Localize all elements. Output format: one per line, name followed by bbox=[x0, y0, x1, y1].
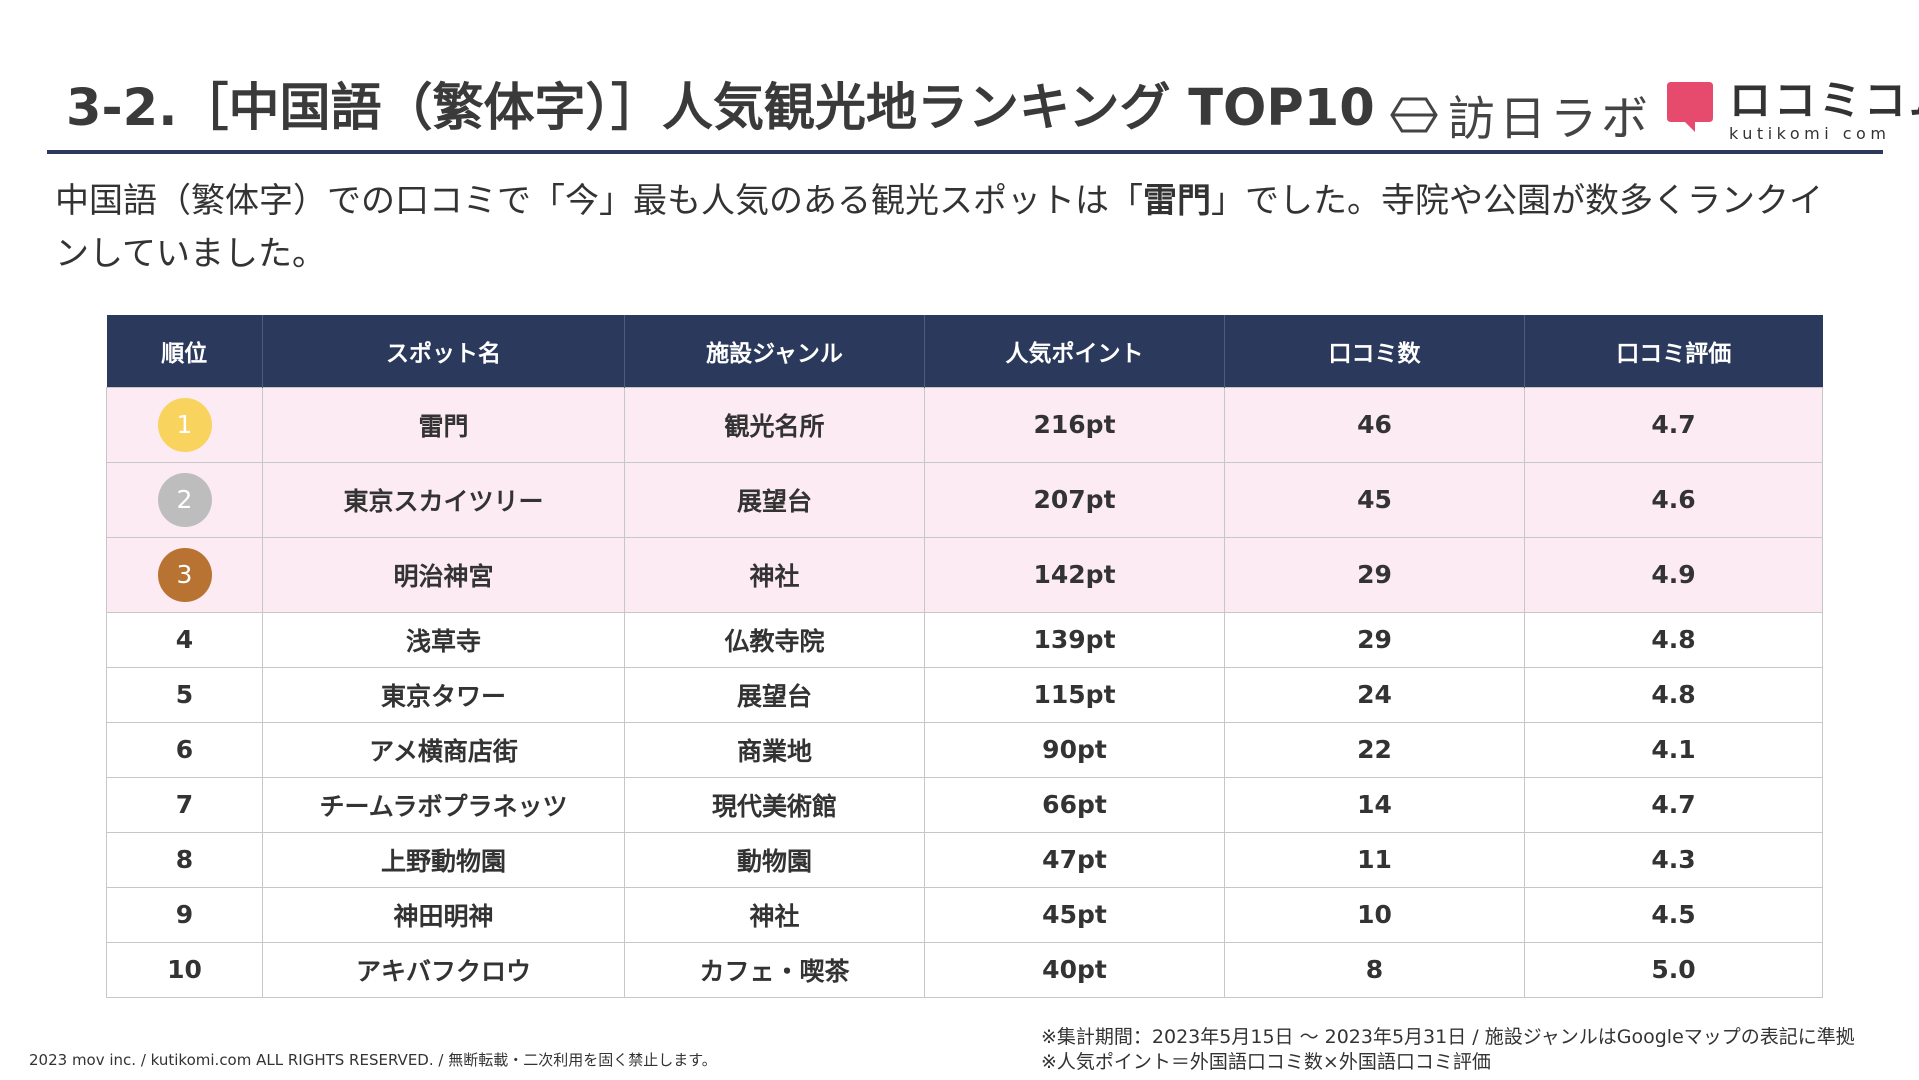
rank-cell: 2 bbox=[106, 461, 263, 538]
points-cell: 90pt bbox=[924, 721, 1225, 778]
lead-paragraph: 中国語（繁体字）での口コミで「今」最も人気のある観光スポットは「雷門」でした。寺… bbox=[55, 175, 1855, 281]
reviews-cell: 46 bbox=[1224, 386, 1525, 463]
column-header-rating: 口コミ評価 bbox=[1524, 315, 1823, 387]
genre-cell: 展望台 bbox=[624, 461, 925, 538]
page-title: 3-2.［中国語（繁体字）］人気観光地ランキング TOP10 bbox=[66, 79, 1375, 138]
reviews-cell: 22 bbox=[1224, 721, 1525, 778]
table-row: 10 アキバフクロウ カフェ・喫茶 40pt 8 5.0 bbox=[106, 941, 1823, 998]
ranking-table: 順位 スポット名 施設ジャンル 人気ポイント 口コミ数 口コミ評価 1 雷門 観… bbox=[106, 315, 1823, 998]
rank-cell: 4 bbox=[106, 611, 263, 668]
lead-text-1: 中国語（繁体字）での口コミで「今」最も人気のある観光スポットは「 bbox=[55, 181, 1143, 221]
kutikomi-logo-sub: kutikomi com bbox=[1729, 124, 1891, 143]
speech-bubble-icon bbox=[1667, 82, 1713, 132]
points-cell: 40pt bbox=[924, 941, 1225, 998]
table-row: 9 神田明神 神社 45pt 10 4.5 bbox=[106, 886, 1823, 943]
reviews-cell: 29 bbox=[1224, 536, 1525, 613]
bronze-medal-badge: 3 bbox=[157, 547, 212, 602]
points-cell: 45pt bbox=[924, 886, 1225, 943]
rank-cell: 1 bbox=[106, 386, 263, 463]
genre-cell: カフェ・喫茶 bbox=[624, 941, 925, 998]
copyright-notice: 2023 mov inc. / kutikomi.com ALL RIGHTS … bbox=[29, 1051, 717, 1069]
reviews-cell: 11 bbox=[1224, 831, 1525, 888]
table-row: 5 東京タワー 展望台 115pt 24 4.8 bbox=[106, 666, 1823, 723]
rating-cell: 4.8 bbox=[1524, 666, 1823, 723]
title-divider bbox=[47, 150, 1883, 154]
reviews-cell: 8 bbox=[1224, 941, 1525, 998]
silver-medal-badge: 2 bbox=[157, 472, 212, 527]
spot-cell: 浅草寺 bbox=[262, 611, 625, 668]
spot-cell: アキバフクロウ bbox=[262, 941, 625, 998]
column-header-rank: 順位 bbox=[106, 315, 263, 387]
reviews-cell: 10 bbox=[1224, 886, 1525, 943]
points-cell: 66pt bbox=[924, 776, 1225, 833]
reviews-cell: 45 bbox=[1224, 461, 1525, 538]
kutikomi-logo: ロコミコム kutikomi com bbox=[1665, 80, 1919, 142]
houjin-labo-logo: 訪日ラボ bbox=[1390, 80, 1652, 149]
rating-cell: 4.6 bbox=[1524, 461, 1823, 538]
lead-highlight: 雷門 bbox=[1143, 181, 1211, 221]
genre-cell: 神社 bbox=[624, 886, 925, 943]
gold-medal-badge: 1 bbox=[157, 397, 212, 452]
rating-cell: 4.3 bbox=[1524, 831, 1823, 888]
rating-cell: 4.5 bbox=[1524, 886, 1823, 943]
column-header-reviews: 口コミ数 bbox=[1224, 315, 1525, 387]
rank-cell: 10 bbox=[106, 941, 263, 998]
points-cell: 139pt bbox=[924, 611, 1225, 668]
points-cell: 216pt bbox=[924, 386, 1225, 463]
genre-cell: 商業地 bbox=[624, 721, 925, 778]
rank-cell: 5 bbox=[106, 666, 263, 723]
rank-cell: 3 bbox=[106, 536, 263, 613]
houjin-labo-mark-icon bbox=[1390, 97, 1438, 132]
table-row: 1 雷門 観光名所 216pt 46 4.7 bbox=[106, 386, 1823, 463]
column-header-spot: スポット名 bbox=[262, 315, 625, 387]
table-header-row: 順位 スポット名 施設ジャンル 人気ポイント 口コミ数 口コミ評価 bbox=[106, 315, 1823, 387]
spot-cell: 上野動物園 bbox=[262, 831, 625, 888]
reviews-cell: 14 bbox=[1224, 776, 1525, 833]
spot-cell: アメ横商店街 bbox=[262, 721, 625, 778]
genre-cell: 観光名所 bbox=[624, 386, 925, 463]
rating-cell: 4.9 bbox=[1524, 536, 1823, 613]
rank-cell: 9 bbox=[106, 886, 263, 943]
table-row: 2 東京スカイツリー 展望台 207pt 45 4.6 bbox=[106, 461, 1823, 538]
lead-text-2: 」でした。寺院や公園が数多くランクインしていました。 bbox=[55, 181, 1823, 274]
genre-cell: 現代美術館 bbox=[624, 776, 925, 833]
rating-cell: 4.7 bbox=[1524, 386, 1823, 463]
points-cell: 47pt bbox=[924, 831, 1225, 888]
reviews-cell: 29 bbox=[1224, 611, 1525, 668]
spot-cell: チームラボプラネッツ bbox=[262, 776, 625, 833]
rating-cell: 4.7 bbox=[1524, 776, 1823, 833]
reviews-cell: 24 bbox=[1224, 666, 1525, 723]
spot-cell: 明治神宮 bbox=[262, 536, 625, 613]
genre-cell: 動物園 bbox=[624, 831, 925, 888]
points-cell: 207pt bbox=[924, 461, 1225, 538]
genre-cell: 展望台 bbox=[624, 666, 925, 723]
table-row: 8 上野動物園 動物園 47pt 11 4.3 bbox=[106, 831, 1823, 888]
points-cell: 115pt bbox=[924, 666, 1225, 723]
houjin-labo-logo-text: 訪日ラボ bbox=[1448, 92, 1652, 147]
footnote-points-formula: ※人気ポイント＝外国語口コミ数×外国語口コミ評価 bbox=[1041, 1051, 1491, 1073]
table-row: 7 チームラボプラネッツ 現代美術館 66pt 14 4.7 bbox=[106, 776, 1823, 833]
rank-cell: 8 bbox=[106, 831, 263, 888]
rank-cell: 6 bbox=[106, 721, 263, 778]
rating-cell: 4.8 bbox=[1524, 611, 1823, 668]
spot-cell: 雷門 bbox=[262, 386, 625, 463]
column-header-points: 人気ポイント bbox=[924, 315, 1225, 387]
points-cell: 142pt bbox=[924, 536, 1225, 613]
spot-cell: 神田明神 bbox=[262, 886, 625, 943]
column-header-genre: 施設ジャンル bbox=[624, 315, 925, 387]
kutikomi-logo-main: ロコミコム bbox=[1729, 76, 1919, 125]
spot-cell: 東京タワー bbox=[262, 666, 625, 723]
table-row: 3 明治神宮 神社 142pt 29 4.9 bbox=[106, 536, 1823, 613]
rating-cell: 5.0 bbox=[1524, 941, 1823, 998]
footnote-period: ※集計期間：2023年5月15日 〜 2023年5月31日 / 施設ジャンルはG… bbox=[1041, 1026, 1855, 1048]
genre-cell: 仏教寺院 bbox=[624, 611, 925, 668]
spot-cell: 東京スカイツリー bbox=[262, 461, 625, 538]
genre-cell: 神社 bbox=[624, 536, 925, 613]
table-row: 4 浅草寺 仏教寺院 139pt 29 4.8 bbox=[106, 611, 1823, 668]
rating-cell: 4.1 bbox=[1524, 721, 1823, 778]
table-row: 6 アメ横商店街 商業地 90pt 22 4.1 bbox=[106, 721, 1823, 778]
rank-cell: 7 bbox=[106, 776, 263, 833]
